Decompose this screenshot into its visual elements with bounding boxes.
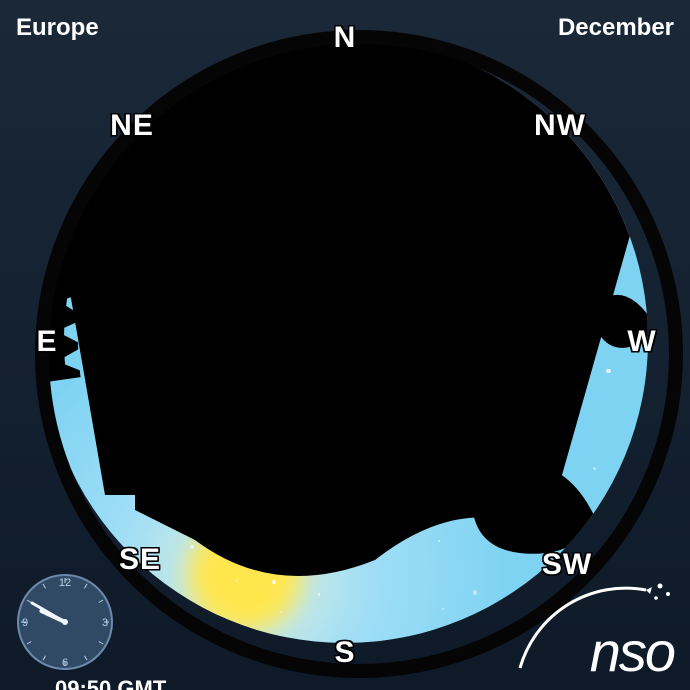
compass-se: SE <box>119 543 161 577</box>
time-label: 09:50 GMT <box>55 676 166 690</box>
svg-text:9: 9 <box>22 617 28 629</box>
clock-icon: 12369 <box>17 574 113 670</box>
compass-s: S <box>334 636 355 670</box>
compass-nw: NW <box>534 109 586 143</box>
compass-w: W <box>627 325 656 359</box>
svg-text:3: 3 <box>102 617 108 629</box>
compass-e: E <box>36 325 57 359</box>
compass-n: N <box>334 21 357 55</box>
month-label: December <box>558 14 674 42</box>
nso-logo-text: nso <box>590 624 674 680</box>
location-label: Europe <box>16 14 99 42</box>
sky-map-card: NNENWEWSESWS Europe December 12369 09:50… <box>0 0 690 690</box>
compass-ne: NE <box>110 109 154 143</box>
